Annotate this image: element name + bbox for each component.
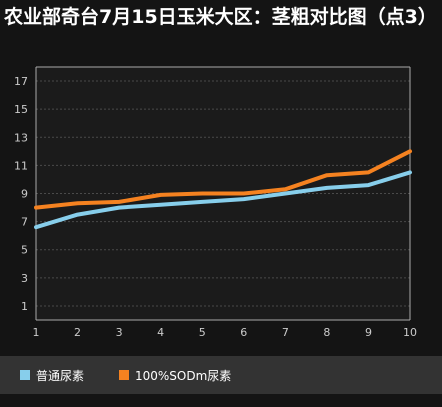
y-tick-label: 17: [14, 75, 28, 88]
legend-item-series-1: 普通尿素: [20, 368, 85, 383]
series-lines: [34, 149, 412, 230]
legend-swatch-series-1: [20, 370, 30, 380]
y-tick-label: 9: [21, 188, 28, 201]
y-tick-label: 15: [14, 103, 28, 116]
x-tick-label: 8: [323, 326, 330, 339]
legend-label-series-2: 100%SODm尿素: [135, 368, 232, 383]
y-tick-label: 1: [21, 300, 28, 313]
y-tick-label: 11: [14, 159, 28, 172]
chart-title: 农业部奇台7月15日玉米大区：茎粗对比图（点3）: [4, 6, 437, 28]
x-tick-label: 5: [199, 326, 206, 339]
series-line-1: [34, 170, 412, 230]
x-tick-label: 3: [116, 326, 123, 339]
y-tick-label: 13: [14, 131, 28, 144]
legend-label-series-1: 普通尿素: [36, 368, 85, 383]
x-tick-label: 4: [157, 326, 164, 339]
legend-swatch-series-2: [119, 370, 129, 380]
axes: [35, 66, 411, 321]
x-tick-label: 2: [74, 326, 81, 339]
series-line-2: [34, 149, 412, 210]
y-tick-label: 3: [21, 272, 28, 285]
y-tick-label: 7: [21, 216, 28, 229]
x-tick-label: 10: [403, 326, 417, 339]
x-tick-label: 1: [33, 326, 40, 339]
legend: 普通尿素 100%SODm尿素: [0, 356, 442, 394]
x-tick-label: 9: [365, 326, 372, 339]
legend-item-series-2: 100%SODm尿素: [119, 368, 232, 383]
y-tick-label: 5: [21, 244, 28, 257]
x-tick-label: 6: [240, 326, 247, 339]
x-tick-label: 7: [282, 326, 289, 339]
